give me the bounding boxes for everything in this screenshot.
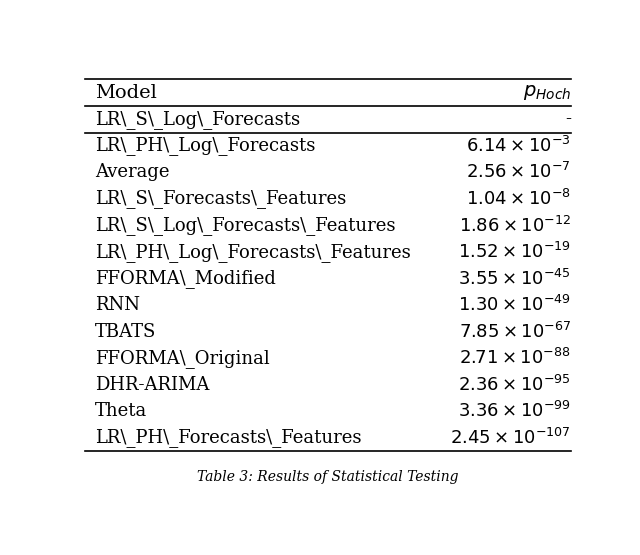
Text: $2.56 \times 10^{-7}$: $2.56 \times 10^{-7}$ [467,162,571,183]
Text: FFORMA\_Modified: FFORMA\_Modified [95,269,276,288]
Text: -: - [565,110,571,128]
Text: LR\_S\_Log\_Forecasts: LR\_S\_Log\_Forecasts [95,110,300,129]
Text: FFORMA\_Original: FFORMA\_Original [95,349,269,368]
Text: DHR-ARIMA: DHR-ARIMA [95,376,209,394]
Text: LR\_PH\_Forecasts\_Features: LR\_PH\_Forecasts\_Features [95,428,362,447]
Text: $3.55 \times 10^{-45}$: $3.55 \times 10^{-45}$ [458,269,571,289]
Text: LR\_S\_Forecasts\_Features: LR\_S\_Forecasts\_Features [95,189,346,208]
Text: $1.04 \times 10^{-8}$: $1.04 \times 10^{-8}$ [466,189,571,209]
Text: Average: Average [95,163,170,181]
Text: LR\_PH\_Log\_Forecasts\_Features: LR\_PH\_Log\_Forecasts\_Features [95,243,411,261]
Text: $7.85 \times 10^{-67}$: $7.85 \times 10^{-67}$ [459,322,571,342]
Text: Model: Model [95,84,157,102]
Text: $1.86 \times 10^{-12}$: $1.86 \times 10^{-12}$ [459,215,571,235]
Text: $2.71 \times 10^{-88}$: $2.71 \times 10^{-88}$ [460,348,571,369]
Text: RNN: RNN [95,296,140,314]
Text: $6.14 \times 10^{-3}$: $6.14 \times 10^{-3}$ [467,136,571,156]
Text: $2.36 \times 10^{-95}$: $2.36 \times 10^{-95}$ [458,375,571,395]
Text: $3.36 \times 10^{-99}$: $3.36 \times 10^{-99}$ [458,401,571,421]
Text: Table 3: Results of Statistical Testing: Table 3: Results of Statistical Testing [197,470,459,484]
Text: LR\_PH\_Log\_Forecasts: LR\_PH\_Log\_Forecasts [95,137,316,155]
Text: LR\_S\_Log\_Forecasts\_Features: LR\_S\_Log\_Forecasts\_Features [95,216,396,235]
Text: Theta: Theta [95,402,147,420]
Text: $1.52 \times 10^{-19}$: $1.52 \times 10^{-19}$ [458,242,571,262]
Text: $2.45 \times 10^{-107}$: $2.45 \times 10^{-107}$ [451,428,571,448]
Text: $1.30 \times 10^{-49}$: $1.30 \times 10^{-49}$ [458,295,571,315]
Text: TBATS: TBATS [95,322,156,341]
Text: $p_{Hoch}$: $p_{Hoch}$ [523,83,571,102]
